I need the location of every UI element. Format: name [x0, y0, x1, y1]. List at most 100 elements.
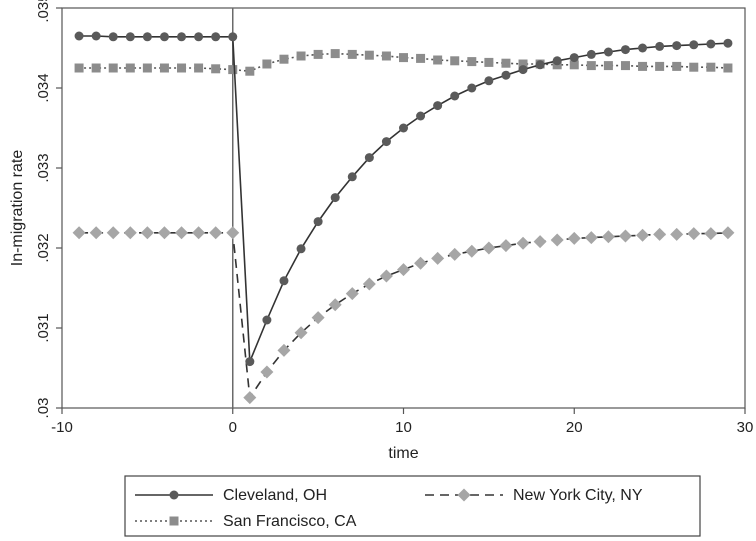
data-point	[467, 83, 477, 93]
y-tick-label: .031	[35, 313, 52, 342]
data-point	[347, 172, 357, 182]
data-point	[482, 241, 496, 255]
data-point	[226, 226, 240, 240]
data-point	[364, 153, 374, 163]
data-point	[330, 49, 340, 59]
data-point	[638, 43, 648, 53]
data-point	[620, 45, 630, 55]
data-point	[431, 251, 445, 265]
data-point	[296, 51, 306, 61]
data-point	[381, 51, 391, 61]
y-tick-label: .035	[35, 0, 52, 23]
data-point	[243, 391, 257, 405]
data-point	[552, 56, 562, 66]
data-point	[399, 53, 408, 63]
y-tick-label: .032	[35, 233, 52, 262]
data-point	[567, 231, 581, 245]
data-point	[670, 227, 684, 241]
data-point	[294, 326, 308, 340]
data-point	[347, 49, 357, 59]
data-point	[467, 57, 477, 67]
x-tick-label: 30	[737, 419, 754, 436]
data-point	[723, 63, 733, 73]
data-point	[142, 63, 152, 73]
data-point	[313, 217, 323, 227]
data-point	[655, 41, 665, 51]
data-point	[569, 60, 579, 70]
data-point	[638, 61, 648, 71]
data-point	[192, 226, 206, 240]
data-point	[157, 226, 171, 240]
data-point	[620, 61, 630, 71]
data-point	[260, 365, 274, 379]
data-point	[125, 63, 135, 73]
legend-box	[124, 475, 701, 537]
data-point	[311, 311, 325, 325]
data-point	[501, 58, 511, 68]
data-point	[601, 230, 615, 244]
data-point	[689, 40, 699, 50]
legend-label: New York City, NY	[513, 487, 643, 504]
data-point	[211, 32, 221, 42]
legend: Cleveland, OH New York City, NY San Franci…	[124, 475, 701, 537]
data-point	[484, 76, 494, 86]
y-tick-label: .03	[35, 398, 52, 419]
data-point	[106, 226, 120, 240]
data-point	[603, 47, 613, 57]
data-point	[416, 53, 426, 63]
data-point	[706, 39, 716, 49]
data-point	[636, 228, 650, 242]
data-point	[672, 61, 682, 71]
data-point	[533, 235, 547, 249]
data-point	[228, 32, 238, 42]
data-point	[89, 226, 103, 240]
legend-marker	[169, 516, 179, 526]
data-point	[91, 31, 101, 41]
legend-item: New York City, NY	[425, 487, 643, 504]
data-point	[108, 63, 118, 73]
data-point	[209, 226, 223, 240]
axes: -10 0 10 20 30 .03 .031 .032 .033 .034 .035	[35, 0, 753, 436]
data-point	[296, 244, 306, 254]
data-point	[72, 226, 86, 240]
x-tick-label: 0	[229, 419, 237, 436]
data-point	[177, 63, 187, 73]
data-point	[364, 50, 374, 60]
data-point	[328, 298, 342, 312]
data-point	[672, 41, 682, 51]
data-point	[245, 66, 255, 76]
data-point	[74, 31, 84, 41]
data-point	[448, 247, 462, 261]
data-point	[687, 227, 701, 241]
data-point	[516, 236, 530, 250]
data-point	[211, 64, 221, 74]
data-point	[330, 193, 340, 203]
data-point	[142, 32, 152, 42]
data-point	[723, 38, 733, 48]
series-0	[74, 31, 733, 367]
data-point	[397, 263, 410, 277]
data-point	[74, 63, 84, 73]
data-point	[91, 63, 101, 73]
data-point	[140, 226, 154, 240]
y-axis-title: In-migration rate	[9, 150, 26, 267]
data-point	[689, 62, 699, 72]
y-tick-label: .033	[35, 153, 52, 182]
data-point	[603, 61, 613, 71]
plot-area	[61, 7, 746, 409]
data-point	[262, 59, 272, 69]
legend-item: Cleveland, OH	[135, 487, 327, 504]
data-point	[584, 231, 598, 245]
legend-marker	[169, 490, 179, 500]
data-point	[313, 49, 323, 59]
legend-label: San Francisco, CA	[223, 513, 357, 530]
data-point	[194, 63, 204, 73]
data-point	[159, 32, 169, 42]
data-point	[655, 61, 665, 71]
legend-item: San Francisco, CA	[135, 513, 357, 530]
data-point	[550, 233, 564, 247]
data-point	[379, 269, 393, 283]
x-tick-label: 20	[566, 419, 583, 436]
data-point	[125, 32, 135, 42]
